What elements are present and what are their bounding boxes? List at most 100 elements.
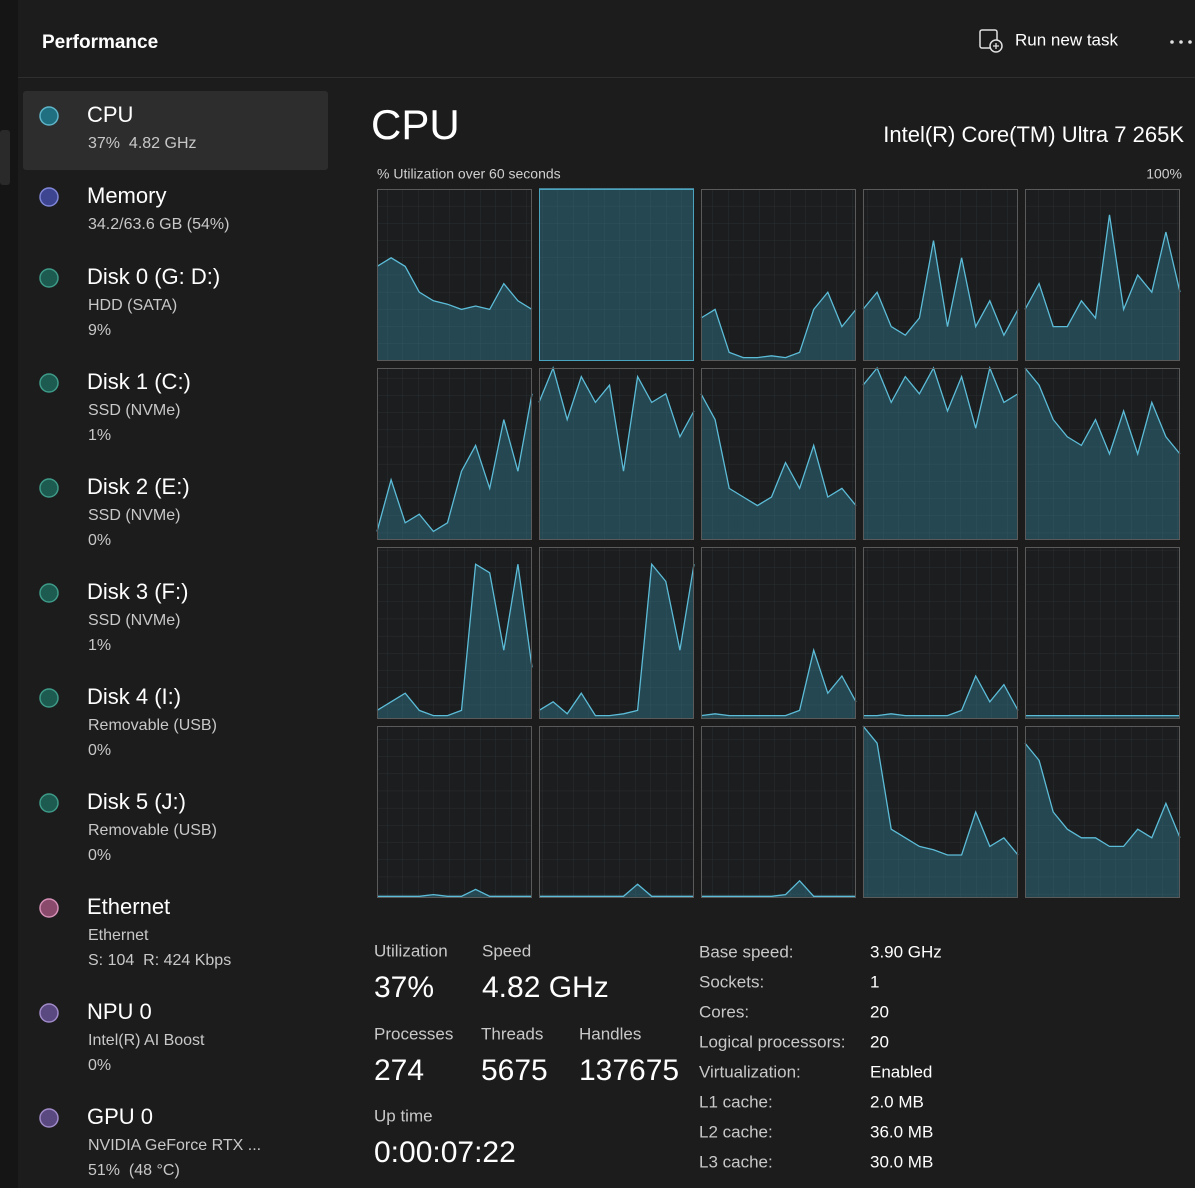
item-detail: Intel(R) AI Boost	[88, 1032, 205, 1049]
item-name: Disk 3 (F:)	[87, 579, 188, 604]
sidebar-item[interactable]: Disk 0 (G: D:) HDD (SATA) 9%	[39, 264, 220, 339]
core-graph	[539, 726, 694, 898]
core-area	[701, 393, 856, 540]
item-detail: SSD (NVMe)	[88, 402, 180, 419]
dot	[1179, 40, 1183, 44]
core-area	[863, 240, 1018, 361]
graph-grid	[701, 726, 856, 898]
stat-label: Threads	[481, 1024, 543, 1043]
graph-border	[701, 368, 856, 540]
status-dot	[39, 688, 59, 708]
core-area	[1025, 743, 1180, 898]
item-name: NPU 0	[87, 999, 152, 1024]
item-detail: 0%	[88, 742, 111, 759]
graph-max-label: 100%	[1146, 166, 1182, 182]
status-dot	[39, 793, 59, 813]
core-line	[538, 562, 695, 717]
sidebar-item[interactable]: NPU 0 Intel(R) AI Boost 0%	[39, 999, 205, 1074]
graph-border	[1025, 189, 1180, 361]
core-graph	[701, 726, 856, 898]
core-line	[376, 257, 533, 311]
graph-border	[863, 368, 1018, 540]
more-button[interactable]	[1170, 40, 1192, 44]
sidebar-item[interactable]: Disk 3 (F:) SSD (NVMe) 1%	[39, 579, 188, 654]
graph-grid	[539, 547, 694, 719]
graph-grid	[1025, 368, 1180, 540]
item-detail: NVIDIA GeForce RTX ...	[88, 1137, 261, 1154]
core-line	[376, 393, 533, 533]
graph-border	[539, 726, 694, 898]
item-detail: SSD (NVMe)	[88, 612, 180, 629]
sidebar-item[interactable]: Ethernet Ethernet S: 104 R: 424 Kbps	[39, 894, 231, 969]
core-line	[539, 883, 694, 897]
item-name: Disk 1 (C:)	[87, 369, 191, 394]
core-line	[1024, 367, 1181, 457]
status-dot	[39, 1108, 59, 1128]
run-new-task-button[interactable]: Run new task	[979, 29, 1118, 53]
graph-border	[701, 726, 856, 898]
status-dot	[39, 268, 59, 288]
item-detail: 37% 4.82 GHz	[88, 135, 197, 152]
core-line	[701, 879, 856, 897]
graph-grid	[377, 726, 532, 898]
nav-strip	[0, 0, 18, 1188]
item-name: Disk 5 (J:)	[87, 789, 186, 814]
core-area	[701, 650, 856, 719]
spec-label: L2 cache:	[699, 1122, 773, 1141]
spec-value: 36.0 MB	[870, 1122, 933, 1141]
sidebar-item[interactable]: Disk 2 (E:) SSD (NVMe) 0%	[39, 474, 190, 549]
core-area	[539, 189, 694, 361]
core-graph	[700, 547, 857, 719]
spec-value: 20	[870, 1032, 889, 1051]
core-area	[539, 564, 694, 719]
graph-grid	[1025, 189, 1180, 361]
sidebar-item[interactable]: Disk 5 (J:) Removable (USB) 0%	[39, 789, 217, 864]
graph-caption: % Utilization over 60 seconds	[377, 166, 561, 182]
core-graph	[376, 189, 533, 361]
stat-label: Up time	[374, 1106, 433, 1125]
item-name: Disk 4 (I:)	[87, 684, 181, 709]
core-area	[1025, 368, 1180, 540]
sidebar-item[interactable]: Disk 4 (I:) Removable (USB) 0%	[39, 684, 217, 759]
spec-label: L1 cache:	[699, 1092, 773, 1111]
item-detail: Ethernet	[88, 927, 149, 944]
core-line	[376, 563, 533, 717]
spec-value: Enabled	[870, 1062, 932, 1081]
graph-border	[1025, 368, 1180, 540]
core-line	[862, 725, 1019, 856]
selected-item-bg	[23, 91, 328, 170]
status-dot	[39, 373, 59, 393]
graph-grid	[701, 189, 856, 361]
core-graph	[862, 365, 1019, 540]
item-detail: SSD (NVMe)	[88, 507, 180, 524]
item-detail: 0%	[88, 1057, 111, 1074]
core-area	[1025, 214, 1180, 361]
graph-grid	[377, 368, 532, 540]
core-graph	[538, 365, 695, 540]
sidebar-item[interactable]: Memory 34.2/63.6 GB (54%)	[39, 183, 229, 233]
core-graph	[863, 547, 1019, 719]
nav-indicator	[0, 130, 10, 185]
graph-border	[1025, 547, 1180, 719]
sidebar-item[interactable]: GPU 0 NVIDIA GeForce RTX ... 51% (48 °C)	[39, 1104, 261, 1179]
core-line	[1024, 214, 1181, 328]
status-dot	[39, 187, 59, 207]
item-detail: Removable (USB)	[88, 822, 217, 839]
stat-value: 137675	[579, 1054, 679, 1087]
stat-value: 4.82 GHz	[482, 971, 609, 1004]
graph-border	[377, 368, 532, 540]
sidebar-item[interactable]: CPU 37% 4.82 GHz	[39, 102, 197, 152]
sidebar-item[interactable]: Disk 1 (C:) SSD (NVMe) 1%	[39, 369, 191, 444]
stat-label: Handles	[579, 1024, 641, 1043]
run-task-label: Run new task	[1015, 30, 1118, 49]
stat-label: Speed	[482, 941, 531, 960]
dot	[1188, 40, 1192, 44]
spec-value: 1	[870, 972, 879, 991]
item-detail: 34.2/63.6 GB (54%)	[88, 216, 229, 233]
spec-value: 3.90 GHz	[870, 942, 942, 961]
core-area	[377, 257, 532, 361]
graph-grid	[701, 368, 856, 540]
core-line	[700, 393, 857, 507]
stat-value: 37%	[374, 971, 434, 1004]
graph-border	[539, 189, 694, 361]
